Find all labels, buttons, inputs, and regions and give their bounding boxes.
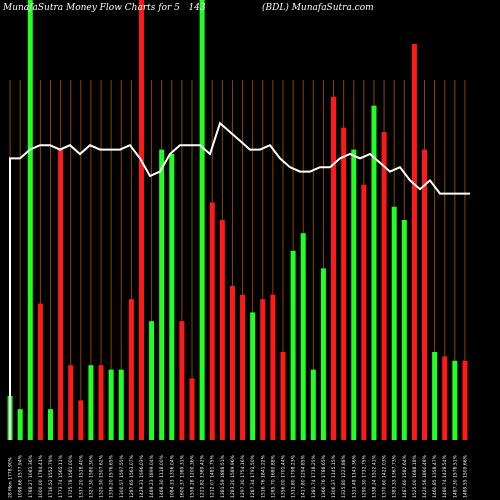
bar-30: [300, 233, 306, 440]
bar-34: [341, 127, 347, 440]
bar-41: [411, 44, 417, 440]
x-tick-label: 1000.00 1784.41%: [38, 454, 44, 498]
x-tick-label: 1212.07 1481.75%: [210, 454, 216, 498]
x-tick-label: 28 Mon 1778.90%: [8, 456, 14, 498]
bar-31: [310, 369, 316, 440]
money-flow-line: [9, 121, 470, 440]
x-tick-label: 1287.65 1563.07%: [129, 454, 135, 498]
bar-15: [149, 321, 155, 440]
x-tick-label: 1370.60 1422.03%: [382, 454, 388, 498]
bar-8: [78, 400, 84, 440]
x-tick-label: 1337.20 1518.40%: [78, 454, 84, 498]
bar-22: [219, 220, 225, 440]
x-tick-label: 1420.56 1860.48%: [422, 454, 428, 498]
x-tick-label: 1558.28 1200.36%: [190, 454, 196, 498]
bar-10: [98, 365, 104, 440]
x-tick-label: 1356.00 1701.44%: [280, 454, 286, 498]
x-tick-label: 1716.52 1552.79%: [48, 454, 54, 498]
bar-18: [179, 321, 185, 440]
bar-20: [199, 0, 205, 440]
bar-13: [128, 299, 134, 440]
bar-35: [351, 149, 357, 440]
x-tick-label: 1285.70 1680.88%: [270, 454, 276, 498]
bar-32: [320, 268, 326, 440]
x-tick-label: 1516.76 1841.22%: [260, 454, 266, 498]
bar-43: [432, 352, 438, 440]
x-tick-label: 1366.76 1788.65%: [321, 454, 327, 498]
bar-28: [280, 352, 286, 440]
x-tick-label: 1600.37 1389.31%: [179, 454, 185, 498]
bar-4: [37, 303, 43, 440]
chart-title-left: MunafaSutra Money Flow Charts for 5 143: [2, 3, 206, 13]
x-tick-label: 1313.48 1143.36%: [351, 454, 357, 498]
x-tick-label: 1336.20 1576.65%: [109, 454, 115, 498]
x-tick-label: 1489.55 1509.66%: [462, 454, 468, 498]
x-tick-label: 1468.30 1118.00%: [159, 454, 165, 498]
bar-42: [422, 149, 428, 440]
x-tick-label: 1311.80 1798.23%: [291, 454, 297, 498]
x-tick-label: 1297.30 1754.16%: [240, 454, 246, 498]
bar-37: [371, 105, 377, 440]
x-tick-label: 1221.82 1389.42%: [200, 454, 206, 498]
x-tick-label: 1306.37 1145.15%: [331, 454, 337, 498]
bar-26: [260, 299, 266, 440]
x-tick-labels: 28 Mon 1778.90% 1098.66 1577.94% 1788.27 1…: [8, 454, 469, 498]
x-tick-label: 1487.30 1578.51%: [452, 454, 458, 498]
bar-19: [189, 378, 195, 440]
x-tick-label: 1383.33 1367.73%: [392, 454, 398, 498]
x-tick-label: 1525.00 1688.18%: [412, 454, 418, 498]
bar-45: [452, 360, 458, 440]
x-tick-label: 1381.74 1718.25%: [311, 454, 317, 498]
chart-title-right: (BDL) MunafaSutra.com: [262, 2, 374, 13]
x-tick-label: 1480.74 1428.54%: [442, 454, 448, 498]
x-tick-label: 1489.23 1899.04%: [149, 454, 155, 498]
bar-17: [169, 154, 175, 440]
bar-21: [209, 202, 215, 440]
bar-6: [58, 149, 64, 440]
bar-40: [401, 220, 407, 440]
bar-25: [250, 312, 256, 440]
x-tick-label: 1338.24 1522.41%: [371, 454, 377, 498]
x-tick-label: 1725.78 1581.00%: [68, 454, 74, 498]
x-tick-label: 1788.27 1081.36%: [28, 454, 34, 498]
x-tick-label: 1327.30 1580.30%: [88, 454, 94, 498]
bar-23: [229, 286, 235, 440]
bar-38: [381, 132, 387, 440]
bar-7: [68, 365, 74, 440]
bar-3: [27, 0, 33, 440]
x-tick-label: 1487.60 1582.64%: [402, 454, 408, 498]
bar-2: [17, 409, 23, 440]
bars: [7, 0, 468, 441]
x-tick-label: 1283.20 1589.96%: [230, 454, 236, 498]
x-tick-label: 1320.30 1507.62%: [99, 454, 105, 498]
bar-14: [138, 0, 144, 440]
x-tick-label: 1300.57 1597.55%: [119, 454, 125, 498]
x-tick-label: 1460.85 1358.47%: [432, 454, 438, 498]
x-tick-label: 1325.80 1223.88%: [341, 454, 347, 498]
bar-12: [118, 369, 124, 440]
bar-27: [270, 294, 276, 440]
bar-33: [331, 96, 337, 441]
bar-29: [290, 250, 296, 440]
bar-11: [108, 369, 114, 440]
x-tick-label: 1417.80 1294.85%: [301, 454, 307, 498]
bar-16: [159, 149, 165, 440]
bar-5: [47, 409, 53, 440]
x-tick-label: 1381.59 1888.51%: [220, 454, 226, 498]
x-tick-label: 1084.33 1356.04%: [169, 454, 175, 498]
bar-24: [240, 294, 246, 440]
bar-9: [88, 365, 94, 440]
bar-36: [361, 184, 367, 440]
x-tick-label: 1287.34 1791.50%: [250, 454, 256, 498]
bar-44: [442, 356, 448, 440]
bar-39: [391, 206, 397, 440]
x-tick-label: 1098.66 1577.94%: [18, 454, 24, 498]
x-tick-label: 1290.30 1732.75%: [361, 454, 367, 498]
x-tick-label: 1773.74 1565.11%: [58, 454, 64, 498]
x-tick-label: 1429.31 1596.03%: [139, 454, 145, 498]
bar-46: [462, 360, 468, 440]
